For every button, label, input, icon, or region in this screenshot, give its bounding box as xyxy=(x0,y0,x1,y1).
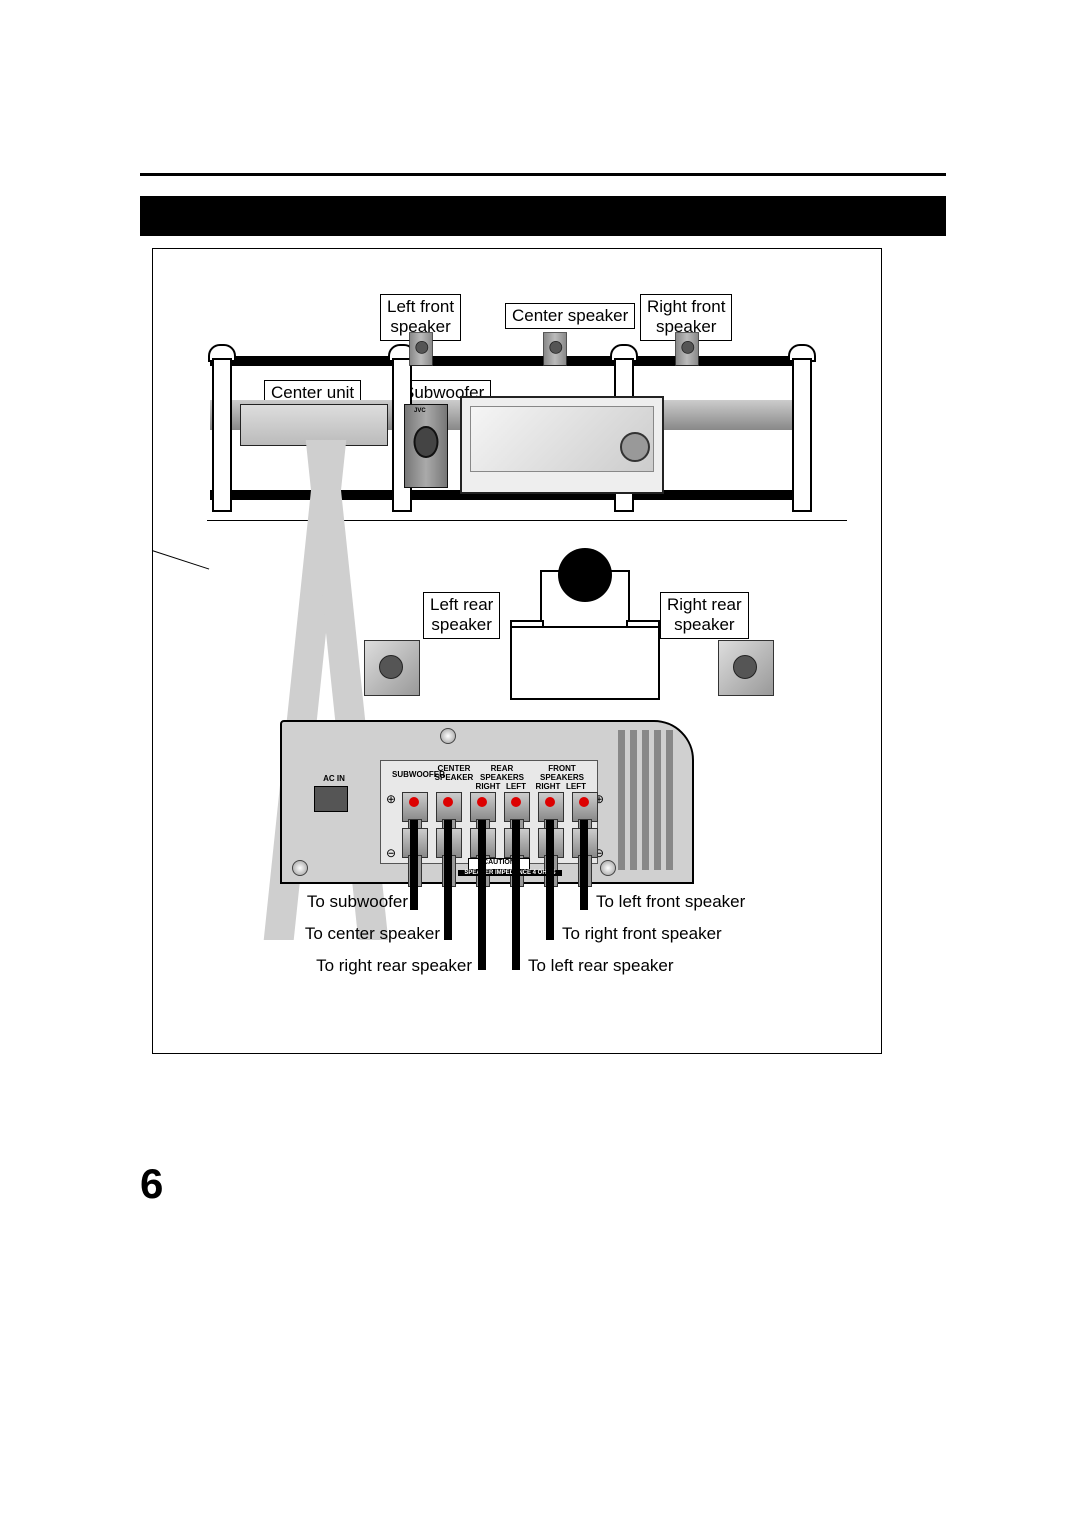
subwoofer-brand: JVC xyxy=(414,408,426,414)
wire-icon xyxy=(580,820,588,910)
label-center-speaker: Center speaker xyxy=(505,303,635,329)
to-left-front-speaker: To left front speaker xyxy=(596,892,745,912)
page-number: 6 xyxy=(140,1160,163,1208)
plus-icon: ⊕ xyxy=(386,792,396,806)
subwoofer-icon xyxy=(404,404,448,488)
to-subwoofer: To subwoofer xyxy=(298,892,408,912)
binding-post-icon xyxy=(470,792,496,822)
left-rear-speaker-icon xyxy=(364,640,420,696)
label-left-rear-speaker: Left rear speaker xyxy=(423,592,500,639)
lbl-l1: LEFT xyxy=(504,782,528,791)
wire-icon xyxy=(444,820,452,940)
wire-icon xyxy=(478,820,486,970)
to-right-front-speaker: To right front speaker xyxy=(562,924,722,944)
screw-icon xyxy=(440,728,456,744)
to-center-speaker: To center speaker xyxy=(290,924,440,944)
rack-leg-4 xyxy=(792,358,812,512)
right-front-speaker-icon xyxy=(675,332,699,366)
lbl-r2: RIGHT xyxy=(534,782,562,791)
page: Left front speaker Center speaker Right … xyxy=(0,0,1080,1529)
wire-icon xyxy=(410,820,418,910)
binding-post-icon xyxy=(504,792,530,822)
wire-icon xyxy=(512,820,520,970)
minus-icon: ⊖ xyxy=(386,846,396,860)
binding-post-icon xyxy=(402,792,428,822)
to-left-rear-speaker: To left rear speaker xyxy=(528,956,674,976)
listener-head-icon xyxy=(558,548,612,602)
wire-icon xyxy=(546,820,554,940)
top-rule xyxy=(140,173,946,176)
to-right-rear-speaker: To right rear speaker xyxy=(288,956,472,976)
label-right-rear-speaker: Right rear speaker xyxy=(660,592,749,639)
right-rear-speaker-icon xyxy=(718,640,774,696)
screw-icon xyxy=(292,860,308,876)
binding-post-icon xyxy=(538,792,564,822)
title-bar xyxy=(140,196,946,236)
tv-icon xyxy=(460,396,664,494)
lbl-l2: LEFT xyxy=(564,782,588,791)
binding-post-icon xyxy=(572,792,598,822)
rack-shelf-top xyxy=(210,356,805,366)
binding-post-icon xyxy=(436,792,462,822)
lbl-rear: REAR SPEAKERS xyxy=(474,764,530,782)
lbl-front: FRONT SPEAKERS xyxy=(534,764,590,782)
rack-leg-1 xyxy=(212,358,232,512)
lbl-center: CENTER SPEAKER xyxy=(432,764,476,782)
screw-icon xyxy=(600,860,616,876)
ac-in-socket-icon xyxy=(314,786,348,812)
panel-vents xyxy=(618,730,688,870)
panel-ac-in-label: AC IN xyxy=(314,774,354,783)
lbl-r1: RIGHT xyxy=(474,782,502,791)
left-front-speaker-icon xyxy=(409,332,433,366)
center-speaker-icon xyxy=(543,332,567,366)
